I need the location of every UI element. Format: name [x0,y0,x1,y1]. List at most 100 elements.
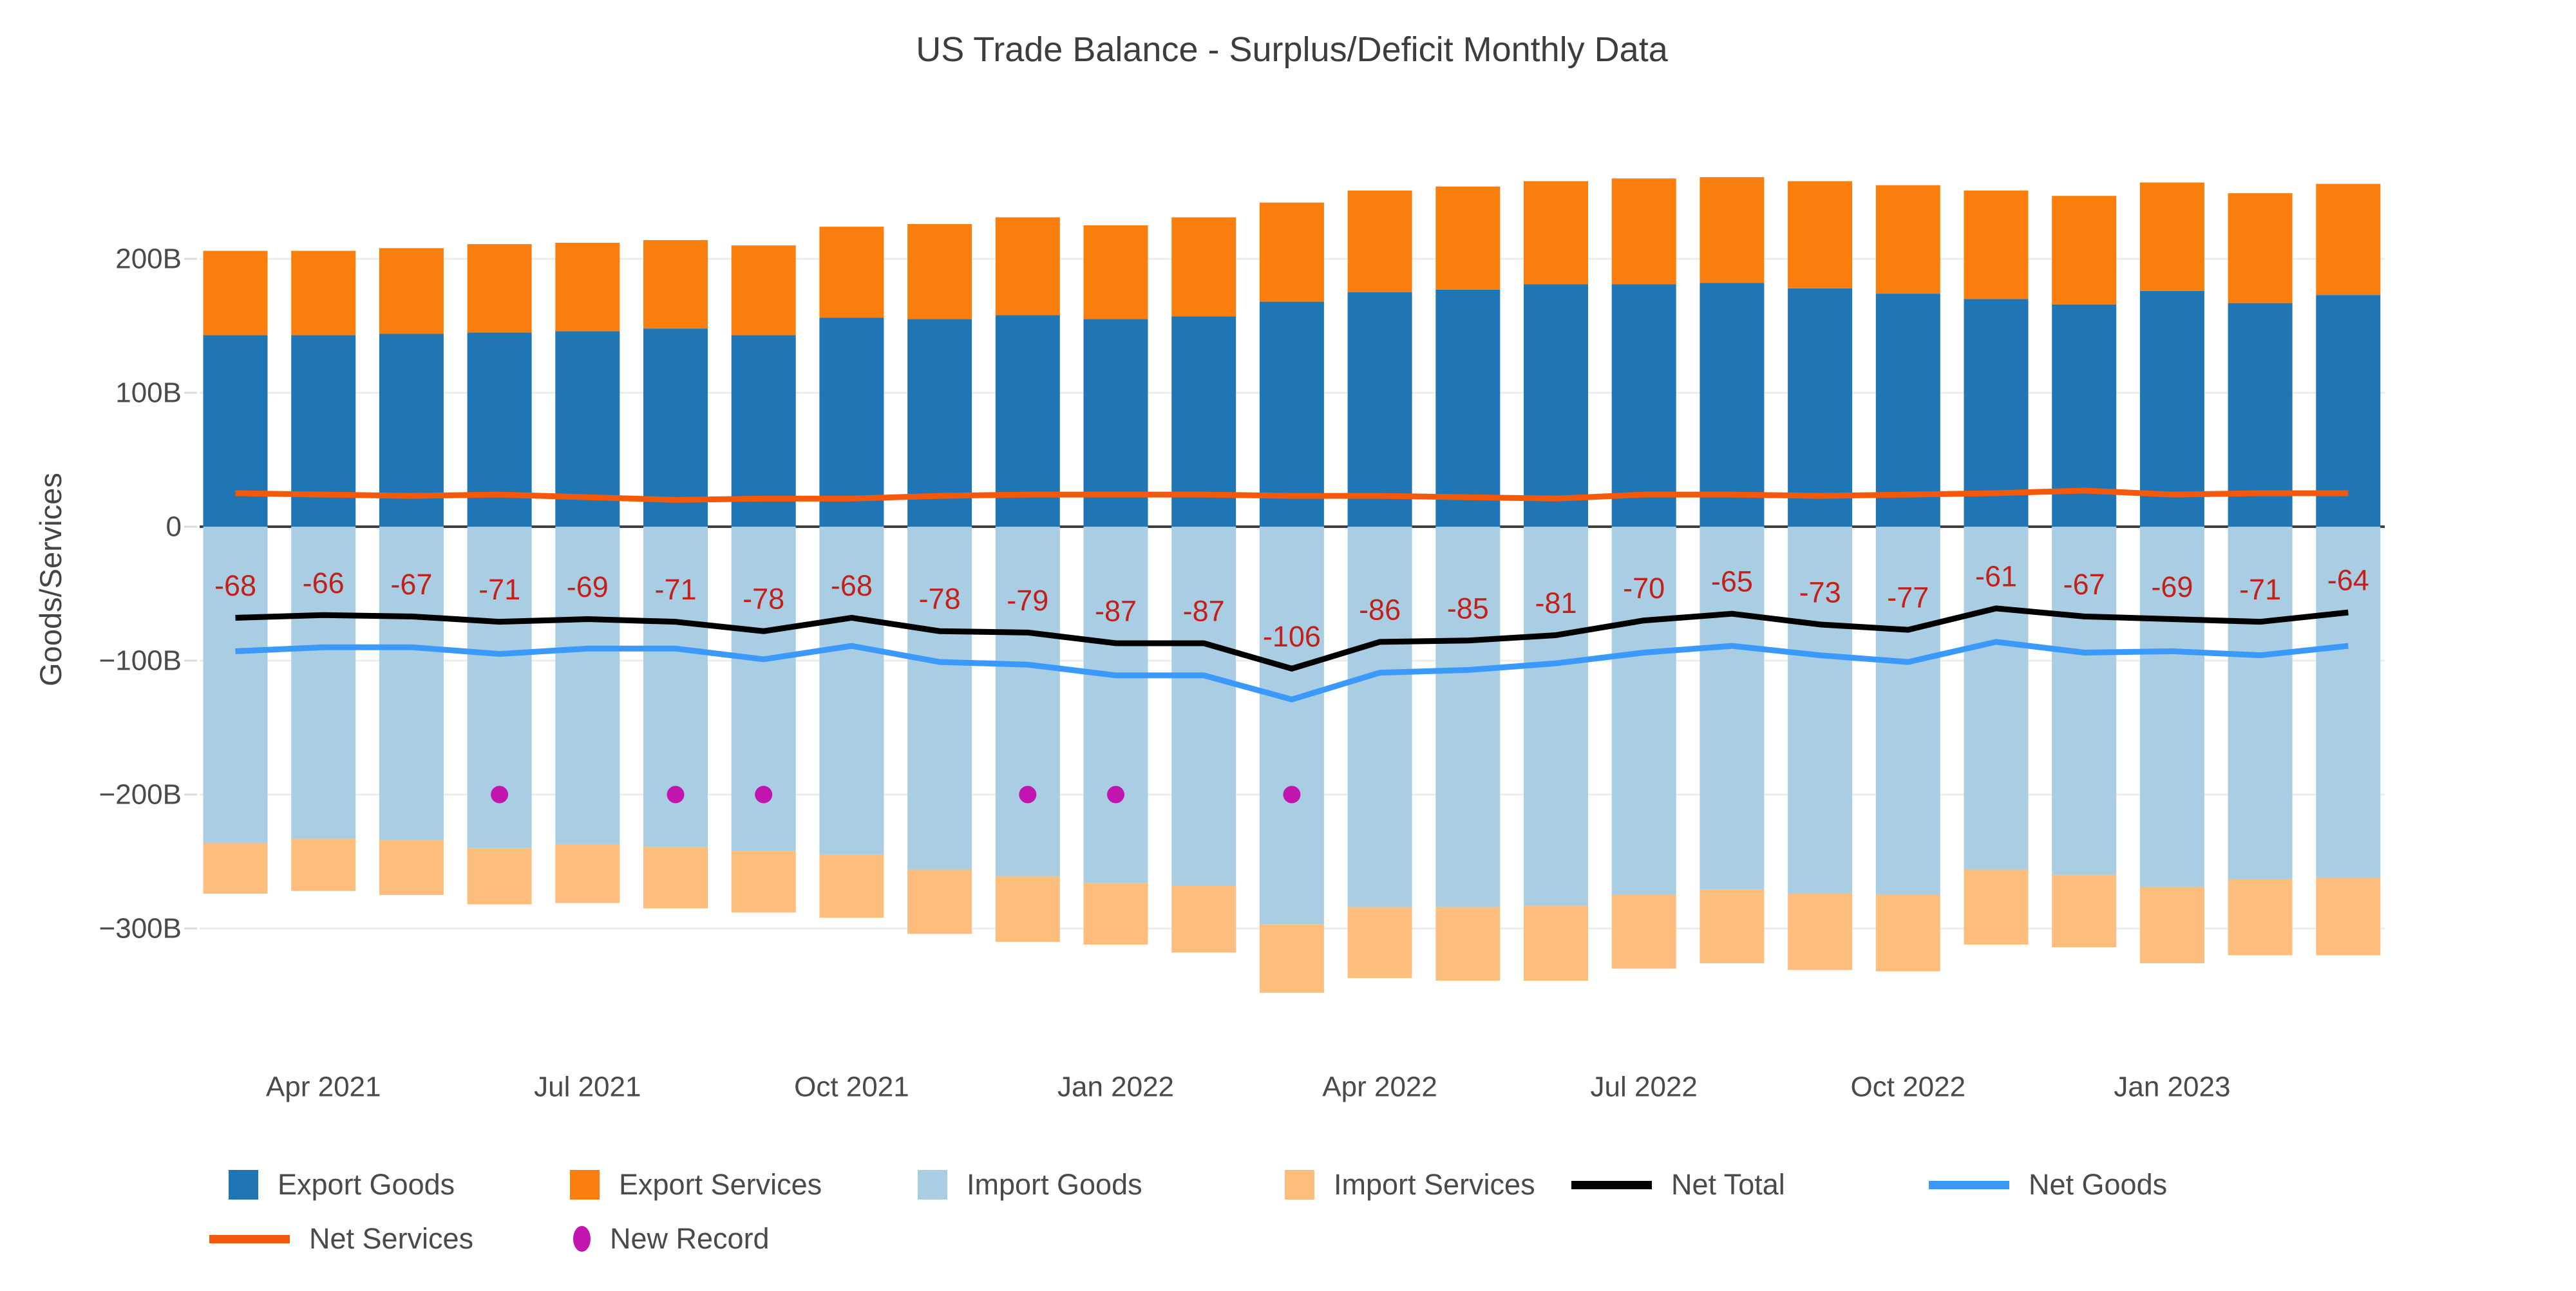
bar-import-goods[interactable] [379,527,444,840]
bar-export-goods[interactable] [1788,288,1853,527]
bar-export-services[interactable] [1700,177,1765,283]
bar-export-services[interactable] [1171,217,1236,317]
legend-item-net-services[interactable]: Net Services [209,1221,473,1257]
bar-export-goods[interactable] [731,335,796,527]
bar-export-goods[interactable] [1259,301,1324,527]
bar-export-services[interactable] [1611,178,1676,285]
net-total-line[interactable] [235,605,2349,672]
bar-import-services[interactable] [995,876,1060,942]
bar-import-goods[interactable] [1964,527,2029,870]
bar-import-services[interactable] [1171,885,1236,953]
bar-export-goods[interactable] [1875,294,1940,527]
bar-export-goods[interactable] [2316,295,2381,527]
bar-export-services[interactable] [291,250,356,335]
bar-export-goods[interactable] [1700,283,1765,527]
bar-export-services[interactable] [1083,225,1148,319]
bar-import-services[interactable] [1611,895,1676,969]
bar-import-services[interactable] [1435,907,1501,981]
bar-import-goods[interactable] [1083,527,1148,883]
new-record-dot[interactable] [491,786,509,804]
legend-item-export-services[interactable]: Export Services [570,1167,822,1203]
bar-export-goods[interactable] [203,335,268,527]
bar-import-goods[interactable] [2139,527,2204,887]
bar-export-services[interactable] [1875,185,1940,294]
legend-item-net-total[interactable]: Net Total [1571,1167,1785,1203]
bar-import-goods[interactable] [1788,527,1853,894]
bar-export-services[interactable] [643,240,708,329]
bar-import-services[interactable] [203,842,268,894]
bar-import-goods[interactable] [203,527,268,843]
bar-import-services[interactable] [1083,883,1148,945]
net-services-line[interactable] [235,487,2349,503]
bar-export-goods[interactable] [1524,284,1588,527]
bar-import-services[interactable] [1347,907,1412,978]
bar-import-services[interactable] [907,869,972,934]
new-record-dot[interactable] [667,786,685,804]
bar-export-goods[interactable] [995,315,1060,527]
bar-import-services[interactable] [1524,905,1588,981]
bar-import-goods[interactable] [555,527,620,844]
bar-export-services[interactable] [203,250,268,335]
bar-export-services[interactable] [2228,193,2293,303]
bar-import-goods[interactable] [1611,527,1676,895]
bar-export-services[interactable] [2052,196,2117,305]
bar-import-goods[interactable] [907,527,972,870]
bar-import-services[interactable] [1964,869,2029,945]
new-record-dot[interactable] [1107,786,1124,804]
bar-export-services[interactable] [555,243,620,332]
bar-export-services[interactable] [379,248,444,334]
bar-import-goods[interactable] [1171,527,1236,886]
bar-import-services[interactable] [819,854,884,918]
bar-import-goods[interactable] [2052,527,2117,875]
bar-export-goods[interactable] [907,319,972,527]
bar-import-goods[interactable] [2316,527,2381,878]
legend-item-net-goods[interactable]: Net Goods [1929,1167,2167,1203]
bar-export-goods[interactable] [1964,299,2029,527]
bar-import-services[interactable] [1259,924,1324,993]
bar-import-services[interactable] [379,840,444,895]
bar-export-goods[interactable] [2228,303,2293,527]
bar-import-services[interactable] [291,838,356,891]
bar-import-goods[interactable] [1347,527,1412,907]
bar-export-services[interactable] [1788,181,1853,288]
legend-item-import-goods[interactable]: Import Goods [918,1167,1142,1203]
bar-import-services[interactable] [731,851,796,913]
bar-import-services[interactable] [1788,893,1853,970]
bar-import-services[interactable] [2228,879,2293,956]
bar-export-services[interactable] [731,245,796,335]
bar-export-services[interactable] [1347,190,1412,292]
bar-import-services[interactable] [467,848,532,905]
bar-export-services[interactable] [907,223,972,319]
bar-export-goods[interactable] [1171,316,1236,527]
bar-import-goods[interactable] [1700,527,1765,890]
bar-import-goods[interactable] [1435,527,1501,907]
bar-export-services[interactable] [2139,182,2204,291]
bar-import-services[interactable] [2139,887,2204,964]
legend-item-export-goods[interactable]: Export Goods [229,1167,455,1203]
net-goods-line[interactable] [235,639,2349,702]
new-record-dot[interactable] [1283,786,1301,804]
bar-export-services[interactable] [819,227,884,318]
bar-export-services[interactable] [995,217,1060,316]
bar-export-goods[interactable] [1347,292,1412,527]
bar-import-services[interactable] [555,843,620,903]
bar-export-goods[interactable] [819,317,884,527]
bar-export-services[interactable] [1524,181,1588,285]
bar-import-goods[interactable] [819,527,884,855]
bar-export-goods[interactable] [291,335,356,527]
legend-item-import-services[interactable]: Import Services [1285,1167,1535,1203]
bar-import-services[interactable] [643,847,708,909]
bar-import-goods[interactable] [1259,527,1324,925]
bar-export-goods[interactable] [643,328,708,527]
bar-import-goods[interactable] [291,527,356,839]
new-record-dot[interactable] [1019,786,1037,804]
bar-import-services[interactable] [1700,889,1765,964]
new-record-dot[interactable] [755,786,773,804]
bar-import-goods[interactable] [1875,527,1940,895]
bar-import-goods[interactable] [1524,527,1588,906]
bar-export-services[interactable] [2316,184,2381,296]
bar-import-goods[interactable] [2228,527,2293,880]
bar-import-services[interactable] [1875,895,1940,972]
bar-export-goods[interactable] [1611,284,1676,527]
bar-export-services[interactable] [1435,186,1501,290]
